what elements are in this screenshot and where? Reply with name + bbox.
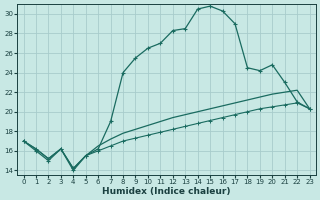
X-axis label: Humidex (Indice chaleur): Humidex (Indice chaleur) — [102, 187, 231, 196]
